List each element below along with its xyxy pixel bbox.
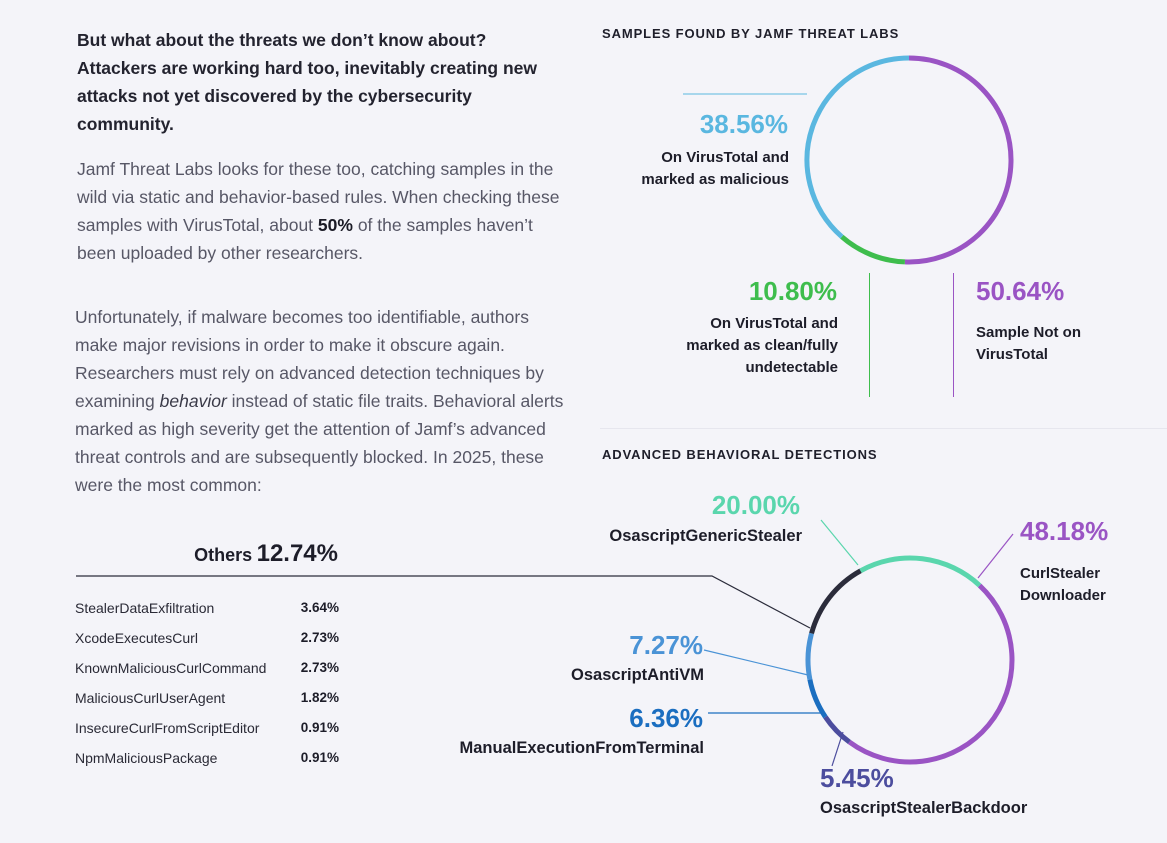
- lead-paragraph: But what about the threats we don’t know…: [77, 30, 537, 134]
- leader-antivm: [703, 649, 809, 676]
- row-name: KnownMaliciousCurlCommand: [75, 660, 267, 676]
- chart1-title: SAMPLES FOUND BY JAMF THREAT LABS: [602, 26, 900, 41]
- slice-backdoor: [823, 715, 851, 745]
- pct-malicious: 38.56%: [699, 109, 788, 139]
- others-label: Others: [194, 545, 253, 565]
- row-value: 3.64%: [300, 600, 339, 615]
- row-name: MaliciousCurlUserAgent: [75, 690, 226, 706]
- label-generic: OsascriptGenericStealer: [609, 527, 802, 545]
- pct-backdoor: 5.45%: [820, 763, 894, 793]
- label-curl: CurlStealer Downloader: [1020, 565, 1106, 604]
- leader-curl: [977, 533, 1014, 579]
- pct-clean: 10.80%: [748, 276, 837, 306]
- others-table: StealerDataExfiltration 3.64% XcodeExecu…: [75, 600, 339, 780]
- label-clean: On VirusTotal and marked as clean/fully …: [686, 315, 838, 376]
- emphasis-behavior: behavior: [159, 391, 227, 411]
- table-row: XcodeExecutesCurl 2.73%: [75, 630, 339, 660]
- detections-donut: [805, 555, 1015, 765]
- label-backdoor: OsascriptStealerBackdoor: [820, 799, 1028, 817]
- slice-not_on_vt: [904, 55, 1014, 265]
- row-name: InsecureCurlFromScriptEditor: [75, 720, 260, 736]
- leader-backdoor: [831, 731, 844, 767]
- label-not-on-vt: Sample Not on VirusTotal: [976, 324, 1082, 363]
- divider-clean: [869, 273, 870, 397]
- leader-generic: [820, 519, 859, 566]
- row-name: StealerDataExfiltration: [75, 600, 215, 616]
- row-value: 0.91%: [300, 720, 339, 735]
- pct-manual: 6.36%: [629, 703, 703, 733]
- label-manual: ManualExecutionFromTerminal: [459, 739, 705, 757]
- leader-others: [76, 575, 811, 629]
- paragraph-text: Jamf Threat Labs looks for these too, ca…: [77, 159, 560, 235]
- table-row: MaliciousCurlUserAgent 1.82%: [75, 690, 339, 720]
- slice-clean: [840, 234, 906, 265]
- slice-manual: [807, 678, 828, 719]
- label-antivm: OsascriptAntiVM: [571, 666, 704, 684]
- slice-others: [809, 568, 862, 635]
- slice-curl: [847, 583, 1015, 765]
- row-name: XcodeExecutesCurl: [75, 630, 198, 646]
- paragraph-text: instead of static file traits. Behaviora…: [75, 391, 564, 495]
- slice-generic: [859, 555, 982, 588]
- paragraph-text: of the samples haven’t been uploaded by …: [77, 215, 533, 263]
- pct-not-on-vt: 50.64%: [976, 276, 1065, 306]
- row-value: 0.91%: [300, 750, 339, 765]
- divider-not-on-vt: [953, 273, 954, 397]
- pct-curl: 48.18%: [1020, 516, 1109, 546]
- chart2-title: ADVANCED BEHAVIORAL DETECTIONS: [602, 447, 878, 462]
- table-row: StealerDataExfiltration 3.64%: [75, 600, 339, 630]
- pct-generic: 20.00%: [711, 490, 800, 520]
- row-value: 1.82%: [300, 690, 339, 705]
- others-heading: Others 12.74%: [76, 540, 338, 568]
- row-value: 2.73%: [300, 660, 339, 675]
- highlight-percent: 50%: [317, 215, 353, 235]
- paragraph-behavior: Unfortunately, if malware becomes too id…: [75, 303, 565, 499]
- row-name: NpmMaliciousPackage: [75, 750, 218, 766]
- pct-antivm: 7.27%: [629, 630, 703, 660]
- paragraph-text: Unfortunately, if malware becomes too id…: [75, 307, 544, 411]
- slice-malicious: [804, 55, 910, 239]
- label-malicious: On VirusTotal and marked as malicious: [641, 149, 789, 188]
- table-row: NpmMaliciousPackage 0.91%: [75, 750, 339, 780]
- slice-antivm: [805, 632, 814, 681]
- others-pct: 12.74%: [256, 540, 338, 567]
- table-row: KnownMaliciousCurlCommand 2.73%: [75, 660, 339, 690]
- table-row: InsecureCurlFromScriptEditor 0.91%: [75, 720, 339, 750]
- row-value: 2.73%: [300, 630, 339, 645]
- samples-donut: [804, 55, 1014, 265]
- paragraph-virustotal: Jamf Threat Labs looks for these too, ca…: [77, 155, 567, 267]
- section-divider: [600, 428, 1167, 429]
